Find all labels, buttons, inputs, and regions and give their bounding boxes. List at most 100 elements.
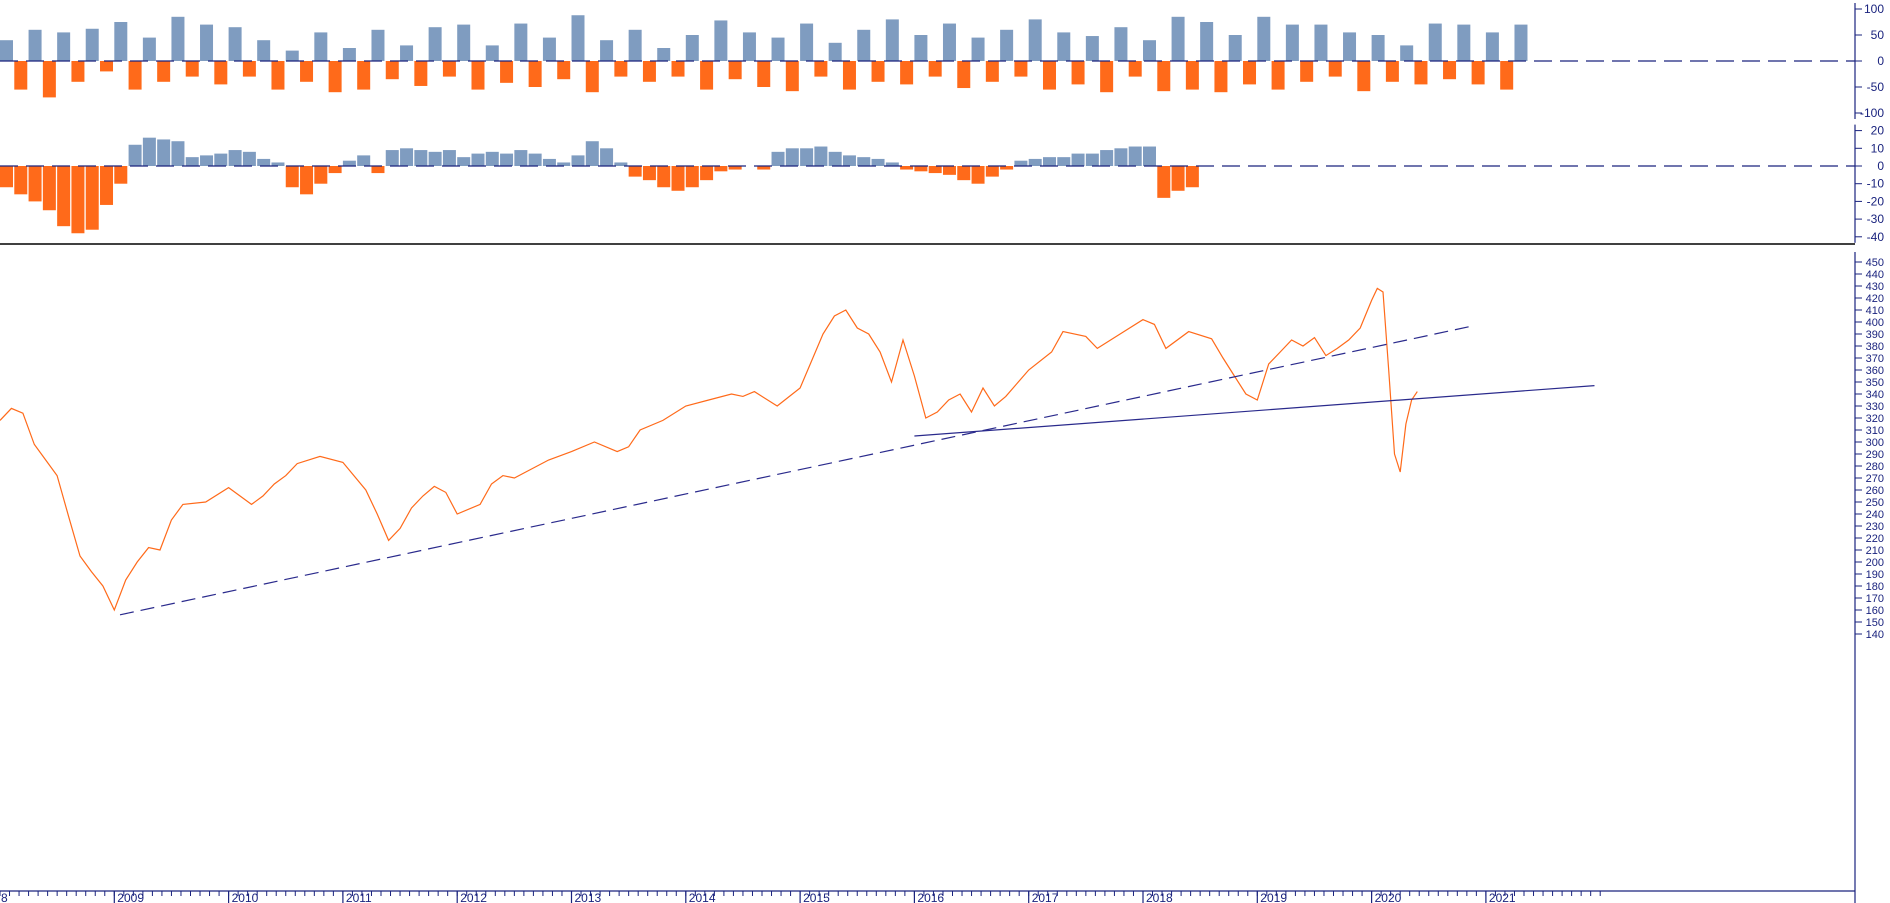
oscillator-1-bar bbox=[342, 48, 356, 61]
x-tick-label: 2014 bbox=[689, 891, 716, 903]
oscillator-1-bar bbox=[985, 61, 999, 82]
oscillator-1-bar bbox=[542, 37, 556, 61]
oscillator-1-bar bbox=[142, 37, 156, 61]
price-tick-label: 400 bbox=[1866, 317, 1884, 329]
oscillator-1-bar bbox=[428, 27, 442, 61]
oscillator-1-bar bbox=[771, 37, 785, 61]
oscillator-2-bar bbox=[542, 158, 556, 166]
oscillator-2-bar bbox=[85, 166, 99, 230]
oscillator-2-bar bbox=[357, 155, 371, 166]
price-tick-label: 250 bbox=[1866, 497, 1884, 509]
oscillator-2-bar bbox=[971, 166, 985, 184]
price-tick-label: 180 bbox=[1866, 581, 1884, 593]
oscillator-2-bar bbox=[271, 162, 285, 166]
oscillator-1-bar bbox=[528, 61, 542, 87]
x-tick-label: 2011 bbox=[346, 891, 372, 903]
oscillator-1-bar bbox=[1443, 61, 1457, 80]
price-tick-label: 440 bbox=[1866, 269, 1884, 281]
oscillator-1-bar bbox=[1428, 23, 1442, 62]
oscillator-1-bar bbox=[1514, 24, 1528, 62]
price-tick-label: 390 bbox=[1866, 329, 1884, 341]
oscillator-2-bar bbox=[628, 166, 642, 177]
oscillator-1-tick-label: -50 bbox=[1867, 80, 1885, 94]
oscillator-1-bar bbox=[728, 61, 742, 80]
price-series-line bbox=[0, 287, 1418, 612]
oscillator-1-bar bbox=[1085, 36, 1099, 61]
oscillator-2-bar bbox=[700, 166, 714, 181]
oscillator-2-tick-label: -30 bbox=[1867, 212, 1885, 226]
oscillator-1-bar bbox=[628, 29, 642, 61]
oscillator-2-bar bbox=[728, 166, 742, 170]
oscillator-1-bar bbox=[814, 61, 828, 77]
oscillator-1-bar bbox=[1014, 61, 1028, 77]
oscillator-1-bar bbox=[1228, 35, 1242, 61]
oscillator-2-bar bbox=[671, 166, 685, 191]
oscillator-1-bar bbox=[785, 61, 799, 92]
oscillator-1-bar bbox=[57, 32, 71, 61]
oscillator-1-bar bbox=[828, 42, 842, 61]
price-tick-label: 190 bbox=[1866, 569, 1884, 581]
x-tick-label: 2017 bbox=[1032, 891, 1059, 903]
oscillator-2-bar bbox=[342, 160, 356, 166]
oscillator-1-bar bbox=[14, 61, 28, 90]
oscillator-2-bar bbox=[428, 151, 442, 166]
oscillator-2-bar bbox=[314, 166, 328, 184]
oscillator-2-bar bbox=[300, 166, 314, 195]
oscillator-2-bar bbox=[242, 151, 256, 166]
x-tick-label: 2012 bbox=[460, 891, 487, 903]
oscillator-1-bar bbox=[214, 61, 228, 85]
oscillator-1-bar bbox=[1000, 29, 1014, 61]
oscillator-2-bars bbox=[0, 137, 1199, 234]
oscillator-2-bar bbox=[185, 157, 199, 166]
oscillator-2-bar bbox=[1185, 166, 1199, 188]
oscillator-2-bar bbox=[457, 157, 471, 166]
oscillator-2-bar bbox=[1114, 148, 1128, 166]
oscillator-1-bar bbox=[914, 35, 928, 61]
x-tick-label: 2009 bbox=[117, 891, 144, 903]
oscillator-2-bar bbox=[957, 166, 971, 181]
oscillator-2-bar bbox=[400, 148, 414, 166]
oscillator-2-bar bbox=[585, 141, 599, 166]
oscillator-2-bar bbox=[128, 144, 142, 166]
oscillator-2-bar bbox=[714, 166, 728, 172]
price-tick-label: 350 bbox=[1866, 377, 1884, 389]
oscillator-2-bar bbox=[171, 141, 185, 166]
x-tick-label: 2020 bbox=[1375, 891, 1402, 903]
oscillator-2-bar bbox=[985, 166, 999, 177]
oscillator-1-bar bbox=[614, 61, 628, 77]
price-tick-label: 340 bbox=[1866, 389, 1884, 401]
oscillator-1-bar bbox=[128, 61, 142, 90]
price-tick-label: 290 bbox=[1866, 449, 1884, 461]
oscillator-1-bar bbox=[242, 61, 256, 77]
x-tick-label: 2019 bbox=[1260, 891, 1287, 903]
oscillator-1-bar bbox=[885, 19, 899, 61]
price-tick-label: 430 bbox=[1866, 281, 1884, 293]
oscillator-1-bar bbox=[171, 16, 185, 61]
oscillator-1-bar bbox=[442, 61, 456, 77]
x-tick-label: 2021 bbox=[1489, 891, 1516, 903]
oscillator-1-bar bbox=[671, 61, 685, 77]
x-tick-label: 2015 bbox=[803, 891, 830, 903]
oscillator-1-bar bbox=[314, 32, 328, 61]
oscillator-2-bar bbox=[900, 166, 914, 170]
oscillator-2-bar bbox=[857, 157, 871, 166]
oscillator-1-bar bbox=[1343, 32, 1357, 61]
oscillator-1-tick-label: 100 bbox=[1864, 2, 1884, 16]
oscillator-1-bar bbox=[100, 61, 114, 72]
price-tick-label: 260 bbox=[1866, 485, 1884, 497]
oscillator-2-bar bbox=[1057, 157, 1071, 166]
oscillator-2-bar bbox=[928, 166, 942, 174]
oscillator-1-bar bbox=[114, 22, 128, 61]
price-tick-label: 310 bbox=[1866, 425, 1884, 437]
oscillator-1-bar bbox=[1385, 61, 1399, 82]
oscillator-2-bar bbox=[42, 166, 56, 211]
oscillator-2-bar bbox=[500, 153, 514, 166]
oscillator-2-bar bbox=[571, 155, 585, 166]
price-tick-label: 410 bbox=[1866, 305, 1884, 317]
oscillator-2-y-axis: 20 10 0 -10 -20 -30 -40 bbox=[1854, 124, 1885, 244]
oscillator-1-bar bbox=[900, 61, 914, 85]
oscillator-1-bar bbox=[1400, 45, 1414, 61]
oscillator-1-bar bbox=[600, 40, 614, 61]
oscillator-2-bar bbox=[228, 150, 242, 166]
